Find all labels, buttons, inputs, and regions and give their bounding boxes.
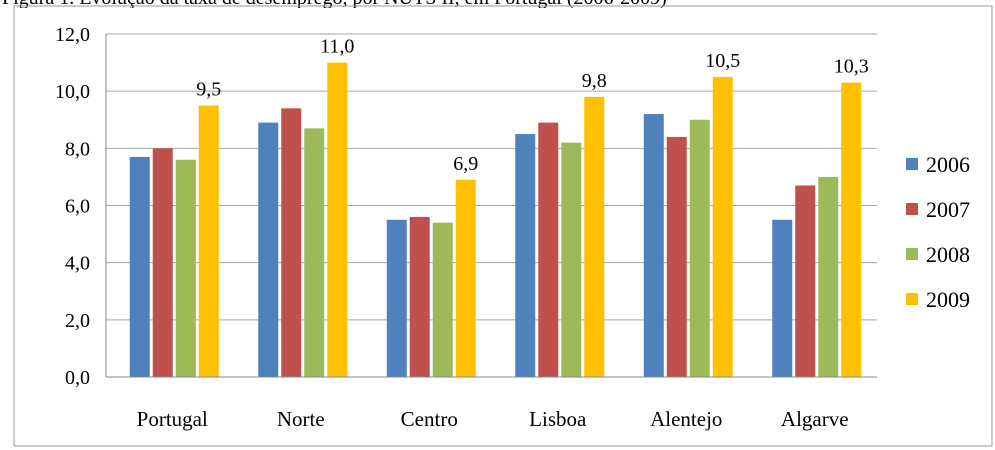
x-tick-label: Lisboa: [529, 407, 587, 431]
bar-2006-centro: [386, 219, 407, 377]
data-label: 9,8: [582, 70, 607, 92]
x-tick-label: Norte: [277, 407, 325, 431]
data-label: 10,5: [705, 50, 740, 72]
bar-2006-portugal: [129, 156, 150, 377]
legend-swatch: [906, 248, 918, 260]
bar-2009-algarve: [841, 82, 862, 377]
y-tick-label: 6,0: [65, 196, 90, 218]
bar-2008-alentejo: [689, 119, 710, 377]
y-tick-label: 10,0: [55, 81, 90, 103]
legend-swatch: [906, 203, 918, 215]
bar-2008-centro: [432, 222, 453, 377]
bar-2007-norte: [281, 108, 302, 378]
bar-2007-centro: [409, 216, 430, 377]
bar-2007-alentejo: [666, 136, 687, 377]
y-axis-ticks: 0,0 2,0 4,0 6,0 8,0 10,0 12,0: [55, 24, 90, 389]
bar-2008-lisboa: [561, 142, 582, 377]
header-caption-strip: Figura 1. Evolução da taxa de desemprego…: [0, 0, 995, 8]
bar-2008-algarve: [818, 176, 839, 377]
legend-label: 2008: [926, 242, 970, 267]
bar-2006-lisboa: [515, 134, 536, 377]
bar-2008-portugal: [175, 159, 196, 377]
data-label: 11,0: [320, 36, 354, 58]
bar-2006-alentejo: [643, 114, 664, 378]
y-tick-label: 8,0: [65, 138, 90, 160]
x-tick-label: Centro: [401, 407, 458, 431]
bar-2009-centro: [455, 179, 476, 377]
y-tick-label: 0,0: [65, 367, 90, 389]
x-tick-label: Alentejo: [650, 407, 722, 431]
bar-2006-norte: [258, 122, 279, 377]
bar-2007-portugal: [152, 148, 173, 377]
data-labels: 9,5 11,0 6,9 9,8 10,5 10,3: [196, 36, 869, 175]
x-axis-labels: Portugal Norte Centro Lisboa Alentejo Algarve: [137, 407, 849, 431]
data-label: 6,9: [453, 153, 478, 175]
y-tick-label: 4,0: [65, 253, 90, 275]
legend-swatch: [906, 293, 918, 305]
legend-swatch: [906, 158, 918, 170]
bar-2009-alentejo: [712, 76, 733, 377]
bar-2007-algarve: [795, 185, 816, 377]
legend-label: 2009: [926, 287, 970, 312]
x-tick-label: Portugal: [137, 407, 208, 431]
legend-label: 2007: [926, 197, 970, 222]
y-tick-label: 12,0: [55, 24, 90, 46]
data-label: 9,5: [196, 78, 221, 100]
bars: [129, 62, 862, 378]
bar-2007-lisboa: [538, 122, 559, 377]
header-caption: Figura 1. Evolução da taxa de desemprego…: [2, 0, 667, 8]
bar-2008-norte: [304, 128, 325, 377]
bar-2006-algarve: [772, 219, 793, 377]
bar-2009-norte: [327, 62, 348, 377]
y-tick-label: 2,0: [65, 310, 90, 332]
x-tick-label: Algarve: [781, 407, 849, 431]
chart-frame: [13, 5, 993, 447]
gridlines: [106, 33, 877, 321]
legend-label: 2006: [926, 152, 970, 177]
legend: 2006 2007 2008 2009: [906, 152, 970, 312]
data-label: 10,3: [834, 56, 869, 78]
bar-2009-portugal: [198, 105, 219, 377]
bar-2009-lisboa: [584, 96, 605, 377]
